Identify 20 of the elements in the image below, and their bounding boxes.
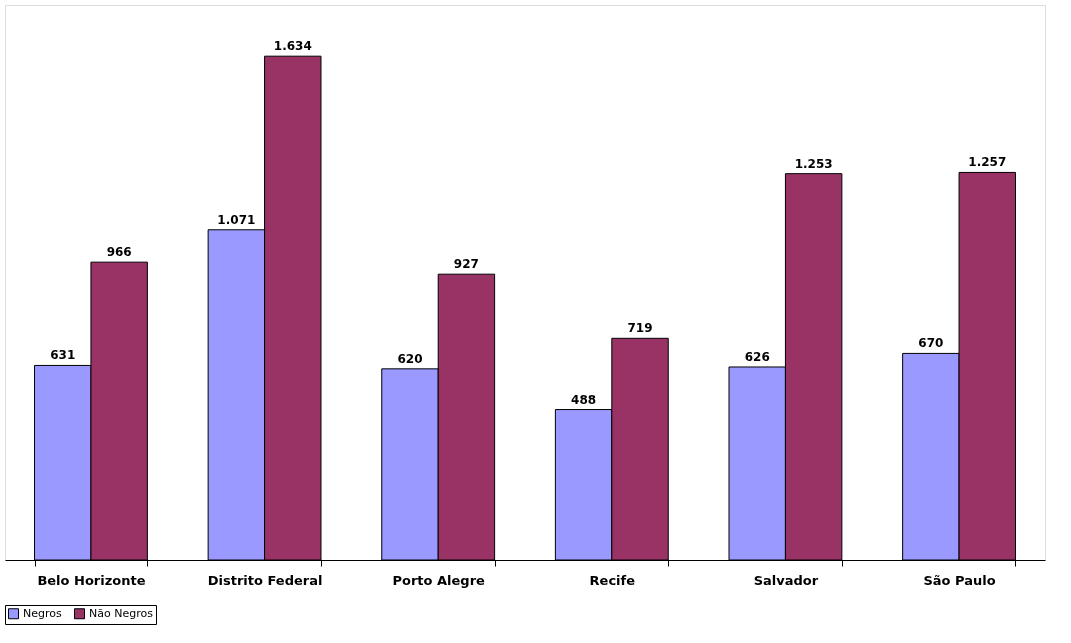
x-tick-label: Distrito Federal [207, 572, 323, 588]
data-label: 1.253 [794, 156, 833, 171]
legend-label: Negros [23, 606, 62, 620]
data-label: 670 [918, 336, 944, 351]
data-label: 631 [50, 348, 76, 363]
x-tick-label: Salvador [753, 572, 819, 588]
data-label: 1.071 [217, 212, 256, 227]
legend-label: Não Negros [89, 606, 154, 620]
data-label: 488 [571, 392, 597, 407]
data-label: 620 [397, 351, 423, 366]
data-label: 1.634 [273, 39, 312, 54]
data-label: 966 [106, 245, 132, 260]
x-tick-label: Porto Alegre [392, 572, 486, 588]
data-label: 927 [453, 257, 479, 272]
x-tick-label: São Paulo [923, 572, 996, 588]
data-label: 719 [627, 321, 653, 336]
data-label: 1.257 [968, 155, 1007, 170]
x-tick-label: Recife [589, 572, 636, 588]
x-tick-label: Belo Horizonte [37, 572, 146, 588]
data-label: 626 [744, 349, 770, 364]
